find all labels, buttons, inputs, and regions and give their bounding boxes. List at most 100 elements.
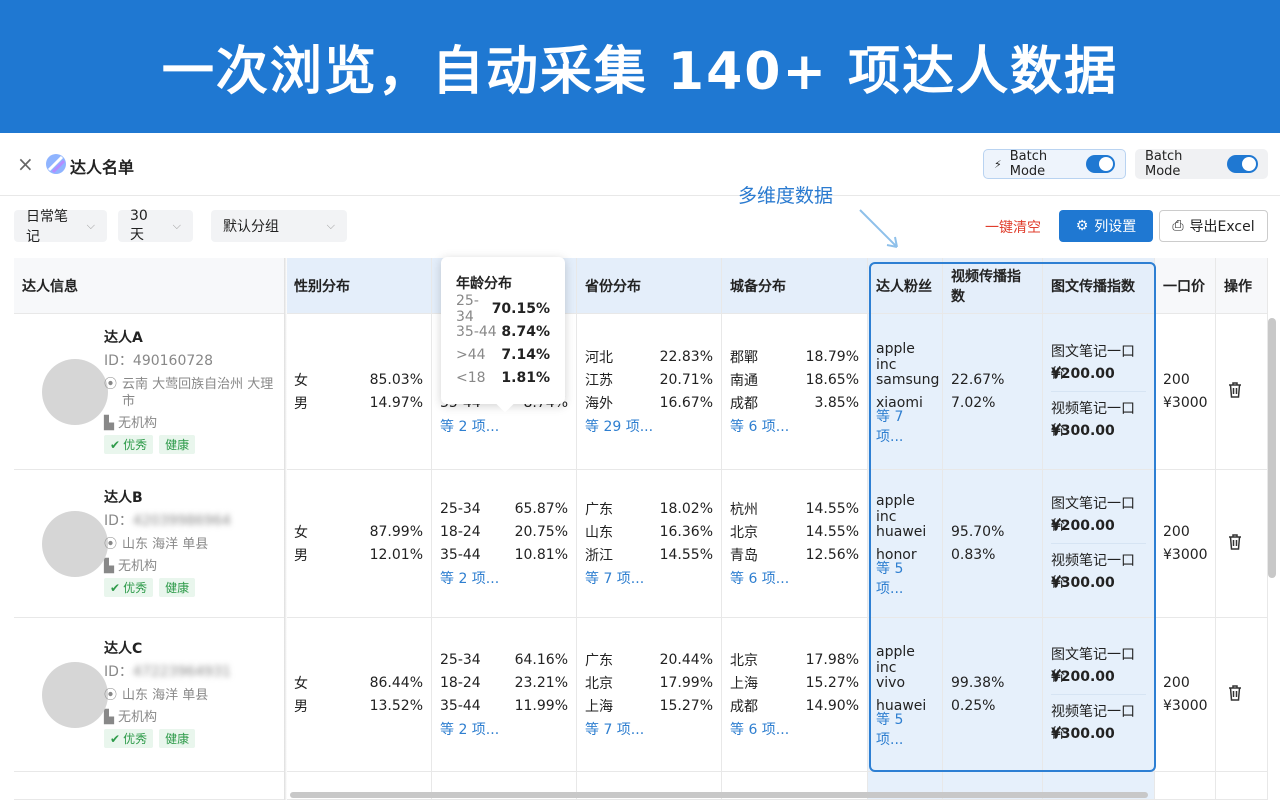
- tooltip-title: 年龄分布: [456, 276, 512, 292]
- more-link[interactable]: 等 7 项...: [585, 722, 645, 738]
- item-value: 86.44%: [369, 675, 423, 691]
- table-cell: 杭州 14.55% 北京 14.55% 青岛 12.56% 等 6 项...: [722, 470, 868, 618]
- more-link[interactable]: 等 6 项...: [730, 722, 790, 738]
- item-label: 郡鄲: [730, 350, 758, 366]
- tooltip-value: 1.81%: [501, 369, 550, 386]
- item-value: 64.16%: [514, 652, 568, 668]
- tag-text: 优秀: [123, 437, 148, 452]
- more-link[interactable]: 等 5 项...: [876, 712, 904, 748]
- list-item: 青岛 12.56%: [730, 544, 859, 567]
- item-value: 14.97%: [369, 395, 423, 411]
- item-value: 10.81%: [514, 547, 568, 563]
- table-cell: [1216, 772, 1268, 800]
- batch-toggle[interactable]: Batch Mode: [1135, 149, 1268, 179]
- tooltip-label: >44: [456, 346, 486, 363]
- item-value: 87.99%: [369, 524, 423, 540]
- more-link[interactable]: 等 6 项...: [730, 571, 790, 587]
- tags: ✔ 优秀 健康: [104, 729, 277, 751]
- item-value: 14.55%: [659, 547, 713, 563]
- more-link[interactable]: 等 6 项...: [730, 419, 790, 435]
- item-value: 14.90%: [805, 698, 859, 714]
- price: ¥3000: [1163, 395, 1208, 411]
- item-value: 18.65%: [805, 372, 859, 388]
- header-label: 城备分布: [730, 278, 786, 295]
- id-value: 42039986964: [132, 513, 231, 529]
- column-header: 一口价: [1155, 258, 1216, 314]
- table-cell: [1216, 618, 1268, 772]
- tooltip-label: <18: [456, 369, 486, 386]
- tag: 健康: [159, 729, 196, 748]
- price-label: 视频笔记一口价: [1051, 401, 1135, 439]
- panel-title: 达人名单: [70, 158, 135, 177]
- fan-item: apple inc: [876, 341, 915, 373]
- fan-item: honor: [876, 547, 917, 563]
- filter[interactable]: 30 天: [118, 208, 193, 243]
- item-label: 广东: [585, 653, 613, 669]
- list-item: 广东 18.02%: [585, 498, 713, 521]
- close-button[interactable]: ×: [17, 152, 34, 176]
- delete-button[interactable]: [1224, 533, 1259, 555]
- table-cell: 95.70% 0.83%: [943, 470, 1043, 618]
- price-label: 图文笔记一口价: [1051, 647, 1135, 685]
- table-cell: 图文笔记一口价 ¥200.00 视频笔记一口价 ¥300.00: [1043, 618, 1155, 772]
- column-header: 操作: [1216, 258, 1268, 314]
- location-text: 山东 海洋 单县: [122, 537, 209, 552]
- column-settings-button[interactable]: ⚙ 列设置: [1059, 210, 1153, 242]
- more-link[interactable]: 等 2 项...: [440, 418, 500, 435]
- clear-button[interactable]: 一键清空: [985, 220, 1041, 236]
- price-label: 视频笔记一口价: [1051, 553, 1135, 591]
- filter[interactable]: 默认分组: [211, 210, 347, 242]
- more-link[interactable]: 等 2 项...: [440, 722, 500, 738]
- list-item: 35-44 11.99%: [440, 695, 568, 718]
- table-cell: apple inc huawei honor 等 5 项...: [868, 470, 943, 618]
- item-label: 18-24: [440, 675, 481, 691]
- tag: 健康: [159, 578, 196, 597]
- more-link[interactable]: 等 2 项...: [440, 571, 500, 587]
- column-header: 图文传播指数: [1043, 258, 1155, 314]
- filter[interactable]: 日常笔记: [14, 209, 107, 245]
- fan-item: huawei: [876, 524, 927, 540]
- header-label: 达人信息: [22, 278, 78, 295]
- item-label: 北京: [730, 525, 758, 541]
- location-text: 山东 海洋 单县: [122, 688, 209, 703]
- price-block: 图文笔记一口价 ¥200.00: [1051, 638, 1146, 694]
- more-link[interactable]: 等 7 项...: [585, 571, 645, 587]
- more-link[interactable]: 等 5 项...: [876, 561, 904, 597]
- org: ▙ 无机构: [104, 707, 277, 729]
- price-block: 视频笔记一口价 ¥300.00: [1051, 391, 1146, 448]
- list-item: 上海 15.27%: [585, 695, 713, 718]
- check-icon: ✔: [110, 581, 121, 595]
- table-cell: apple inc samsung xiaomi 等 7 项...: [868, 314, 943, 470]
- avatar: [42, 661, 108, 728]
- delete-button[interactable]: [1224, 381, 1259, 403]
- logo: [46, 154, 66, 174]
- button-label: 列设置: [1094, 219, 1137, 235]
- tag: ✔ 优秀: [104, 729, 154, 748]
- list-item: 男 14.97%: [294, 392, 423, 415]
- org: ▙ 无机构: [104, 556, 277, 578]
- price: ¥3000: [1163, 547, 1208, 563]
- list-item: 35-44 10.81%: [440, 544, 568, 567]
- list-item: 女 87.99%: [294, 521, 423, 544]
- price-value: ¥300.00: [1051, 575, 1115, 591]
- list-item: 男 13.52%: [294, 695, 423, 718]
- tag-text: 健康: [165, 581, 190, 595]
- item-label: 江苏: [585, 373, 613, 389]
- item-value: 23.21%: [514, 675, 568, 691]
- more-link[interactable]: 等 29 项...: [585, 419, 654, 435]
- list-item: 杭州 14.55%: [730, 498, 859, 521]
- id-line: ID：490160728: [104, 350, 277, 373]
- more-link[interactable]: 等 7 项...: [876, 409, 904, 445]
- video-index: 99.38%: [951, 675, 1005, 691]
- toggle-label: Batch Mode: [1145, 149, 1183, 179]
- export-button[interactable]: ⎙ 导出Excel: [1159, 210, 1268, 242]
- list-item: 上海 15.27%: [730, 672, 859, 695]
- delete-button[interactable]: [1224, 684, 1259, 706]
- item-value: 22.83%: [659, 349, 713, 365]
- item-value: 12.01%: [369, 547, 423, 563]
- item-label: 广东: [585, 502, 613, 518]
- item-label: 浙江: [585, 548, 613, 564]
- tooltip-row: >44 7.14%: [456, 343, 550, 366]
- batch-toggle[interactable]: ⚡ Batch Mode: [983, 149, 1126, 179]
